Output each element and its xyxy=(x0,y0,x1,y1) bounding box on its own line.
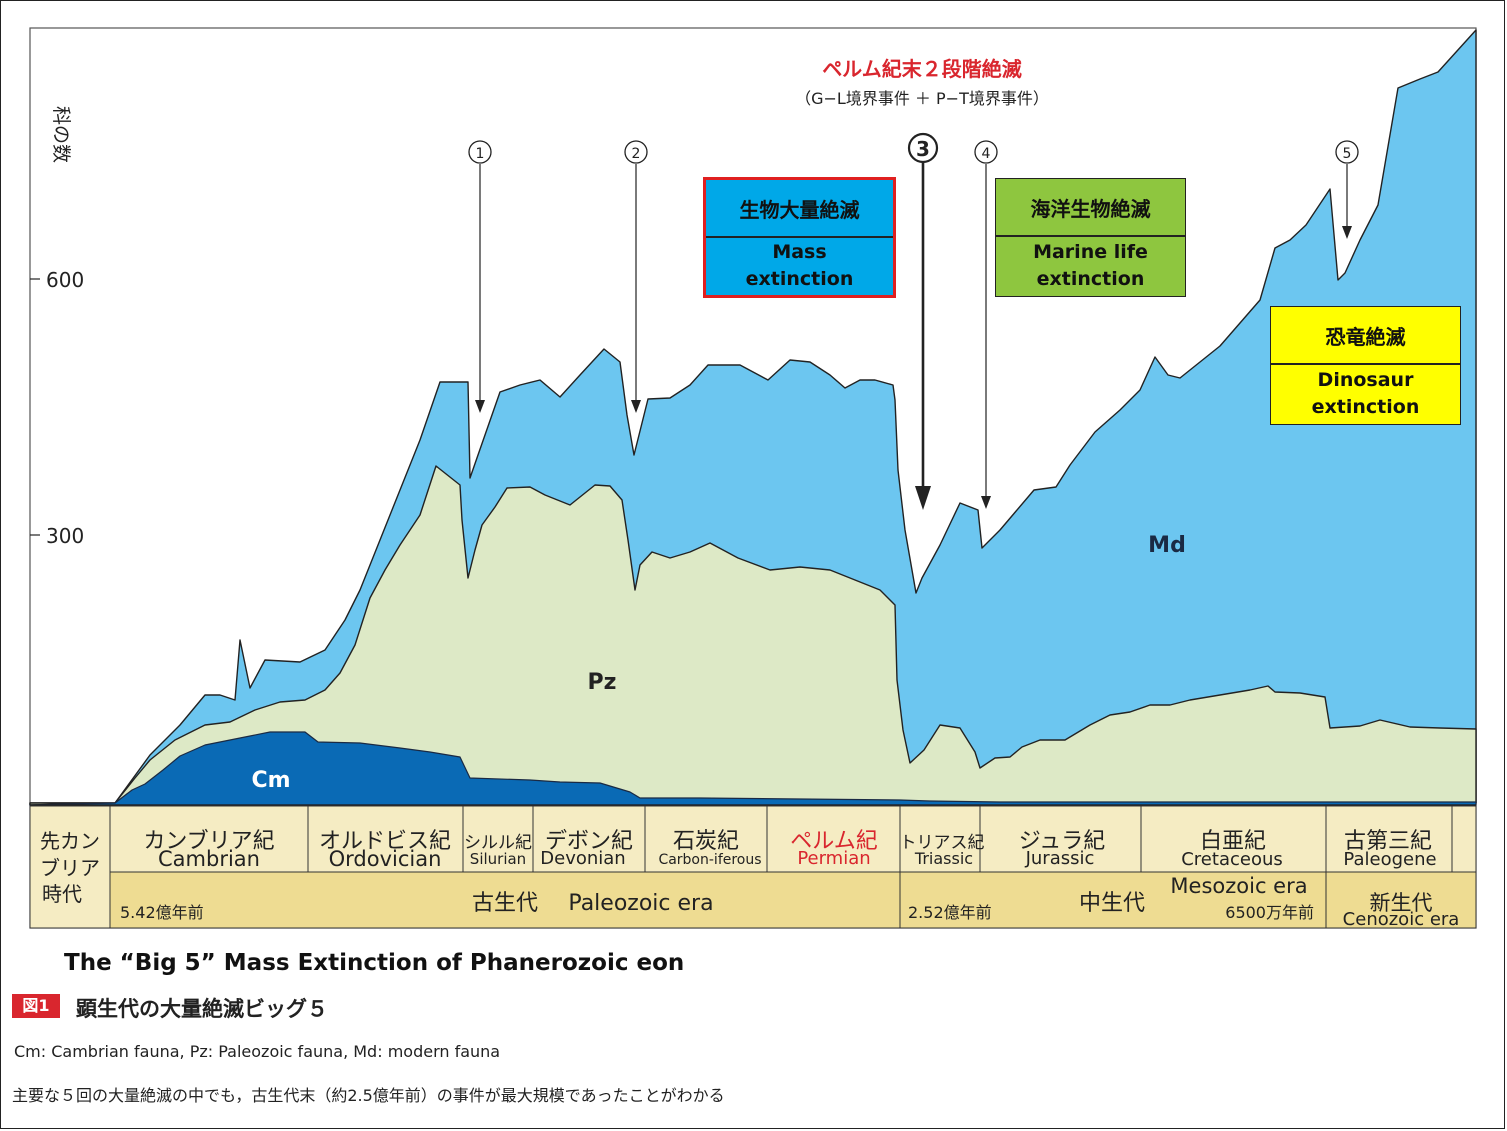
figure-note: 主要な５回の大量絶滅の中でも，古生代末（約2.5億年前）の事件が最大規模であった… xyxy=(12,1086,725,1105)
period-precambrian-line1: 先カン xyxy=(40,829,100,853)
figure-title: 顕生代の大量絶滅ビッグ５ xyxy=(76,997,328,1021)
period-jp-devonian: デボン紀 xyxy=(545,829,633,854)
period-jp-paleogene: 古第三紀 xyxy=(1344,829,1432,854)
english-title: The “Big 5” Mass Extinction of Phanerozo… xyxy=(64,950,685,976)
svg-text:1: 1 xyxy=(476,146,485,162)
dinosaur-extinction-jp: 恐竜絶滅 xyxy=(1271,307,1460,365)
period-jp-silurian: シルル紀 xyxy=(464,833,532,853)
event-marker-1: 1 xyxy=(468,140,492,413)
period-en-jurassic: Jurassic xyxy=(1025,848,1095,869)
event-marker-2: 2 xyxy=(624,140,648,413)
period-en-silurian: Silurian xyxy=(470,850,526,868)
fauna-legend: Cm: Cambrian fauna, Pz: Paleozoic fauna,… xyxy=(14,1042,501,1061)
ytick-label-600: 600 xyxy=(46,268,84,292)
area-cm xyxy=(29,731,1477,806)
event-marker-4: 4 xyxy=(974,140,998,509)
era-cenozoic-en: Cenozoic era xyxy=(1343,909,1460,930)
mass-extinction-box: 生物大量絶滅 Mass extinction xyxy=(703,177,896,298)
dinosaur-extinction-en: Dinosaur extinction xyxy=(1311,369,1420,418)
svg-text:3: 3 xyxy=(916,137,930,161)
era-mesozoic-en: Mesozoic era xyxy=(1170,874,1307,898)
period-jp-cretaceous: 白亜紀 xyxy=(1200,829,1266,854)
series-label-md: Md xyxy=(1148,533,1186,558)
period-en-devonian: Devonian xyxy=(540,848,625,869)
marine-extinction-box: 海洋生物絶滅 Marine life extinction xyxy=(995,178,1186,297)
period-en-paleogene: Paleogene xyxy=(1343,849,1436,870)
figure-label: 図1 xyxy=(12,994,60,1018)
marine-extinction-en: Marine life extinction xyxy=(1033,241,1148,290)
era-mesozoic-jp: 中生代 xyxy=(1079,891,1145,916)
y-axis-label: 科の数 xyxy=(50,106,72,163)
period-precambrian-line2: ブリア xyxy=(40,856,100,880)
period-jp-ordovician: オルドビス紀 xyxy=(319,829,451,854)
period-jp-permian: ペルム紀 xyxy=(790,829,878,854)
period-jp-jurassic: ジュラ紀 xyxy=(1019,829,1105,854)
ytick-label-300: 300 xyxy=(46,524,84,548)
period-jp-cambrian: カンブリア紀 xyxy=(143,829,274,854)
era-paleozoic-start: 5.42億年前 xyxy=(120,903,204,922)
period-en-ordovician: Ordovician xyxy=(329,847,442,871)
svg-text:4: 4 xyxy=(982,146,991,162)
series-label-pz: Pz xyxy=(588,670,617,695)
period-jp-triassic: トリアス紀 xyxy=(900,833,985,853)
period-precambrian-line3: 時代 xyxy=(42,882,82,906)
period-en-triassic: Triassic xyxy=(914,849,973,868)
period-en-carboniferous: Carbon-iferous xyxy=(658,852,761,868)
era-cenozoic-jp: 新生代 xyxy=(1370,891,1433,915)
period-en-cretaceous: Cretaceous xyxy=(1181,849,1283,870)
extinction-chart: 600 300 科の数 ペルム紀末２段階絶滅 （G−L境界事件 ＋ P−T境界事… xyxy=(29,27,1477,930)
period-en-cambrian: Cambrian xyxy=(158,847,260,871)
period-en-permian: Permian xyxy=(797,848,870,869)
chart-title: ペルム紀末２段階絶滅 xyxy=(822,57,1022,81)
timeline-table: 先カン ブリア 時代 カンブリア紀 Cambrian オルドビス紀 Ordovi… xyxy=(29,805,1477,930)
svg-text:2: 2 xyxy=(632,146,641,162)
marine-extinction-jp: 海洋生物絶滅 xyxy=(996,179,1185,237)
era-paleozoic-en: Paleozoic era xyxy=(568,891,713,916)
mass-extinction-en: Mass extinction xyxy=(745,241,854,290)
period-jp-carboniferous: 石炭紀 xyxy=(673,829,739,854)
svg-text:5: 5 xyxy=(1343,146,1352,162)
event-marker-5: 5 xyxy=(1335,140,1359,239)
era-mesozoic-start: 2.52億年前 xyxy=(908,903,992,922)
series-label-cm: Cm xyxy=(251,768,290,793)
area-pz xyxy=(29,465,1477,806)
dinosaur-extinction-box: 恐竜絶滅 Dinosaur extinction xyxy=(1270,306,1461,425)
chart-subtitle: （G−L境界事件 ＋ P−T境界事件） xyxy=(795,89,1049,108)
mass-extinction-jp: 生物大量絶滅 xyxy=(706,180,893,238)
era-paleozoic-jp: 古生代 xyxy=(472,891,538,916)
era-mesozoic-end: 6500万年前 xyxy=(1225,903,1314,922)
event-marker-3: 3 xyxy=(907,132,939,510)
